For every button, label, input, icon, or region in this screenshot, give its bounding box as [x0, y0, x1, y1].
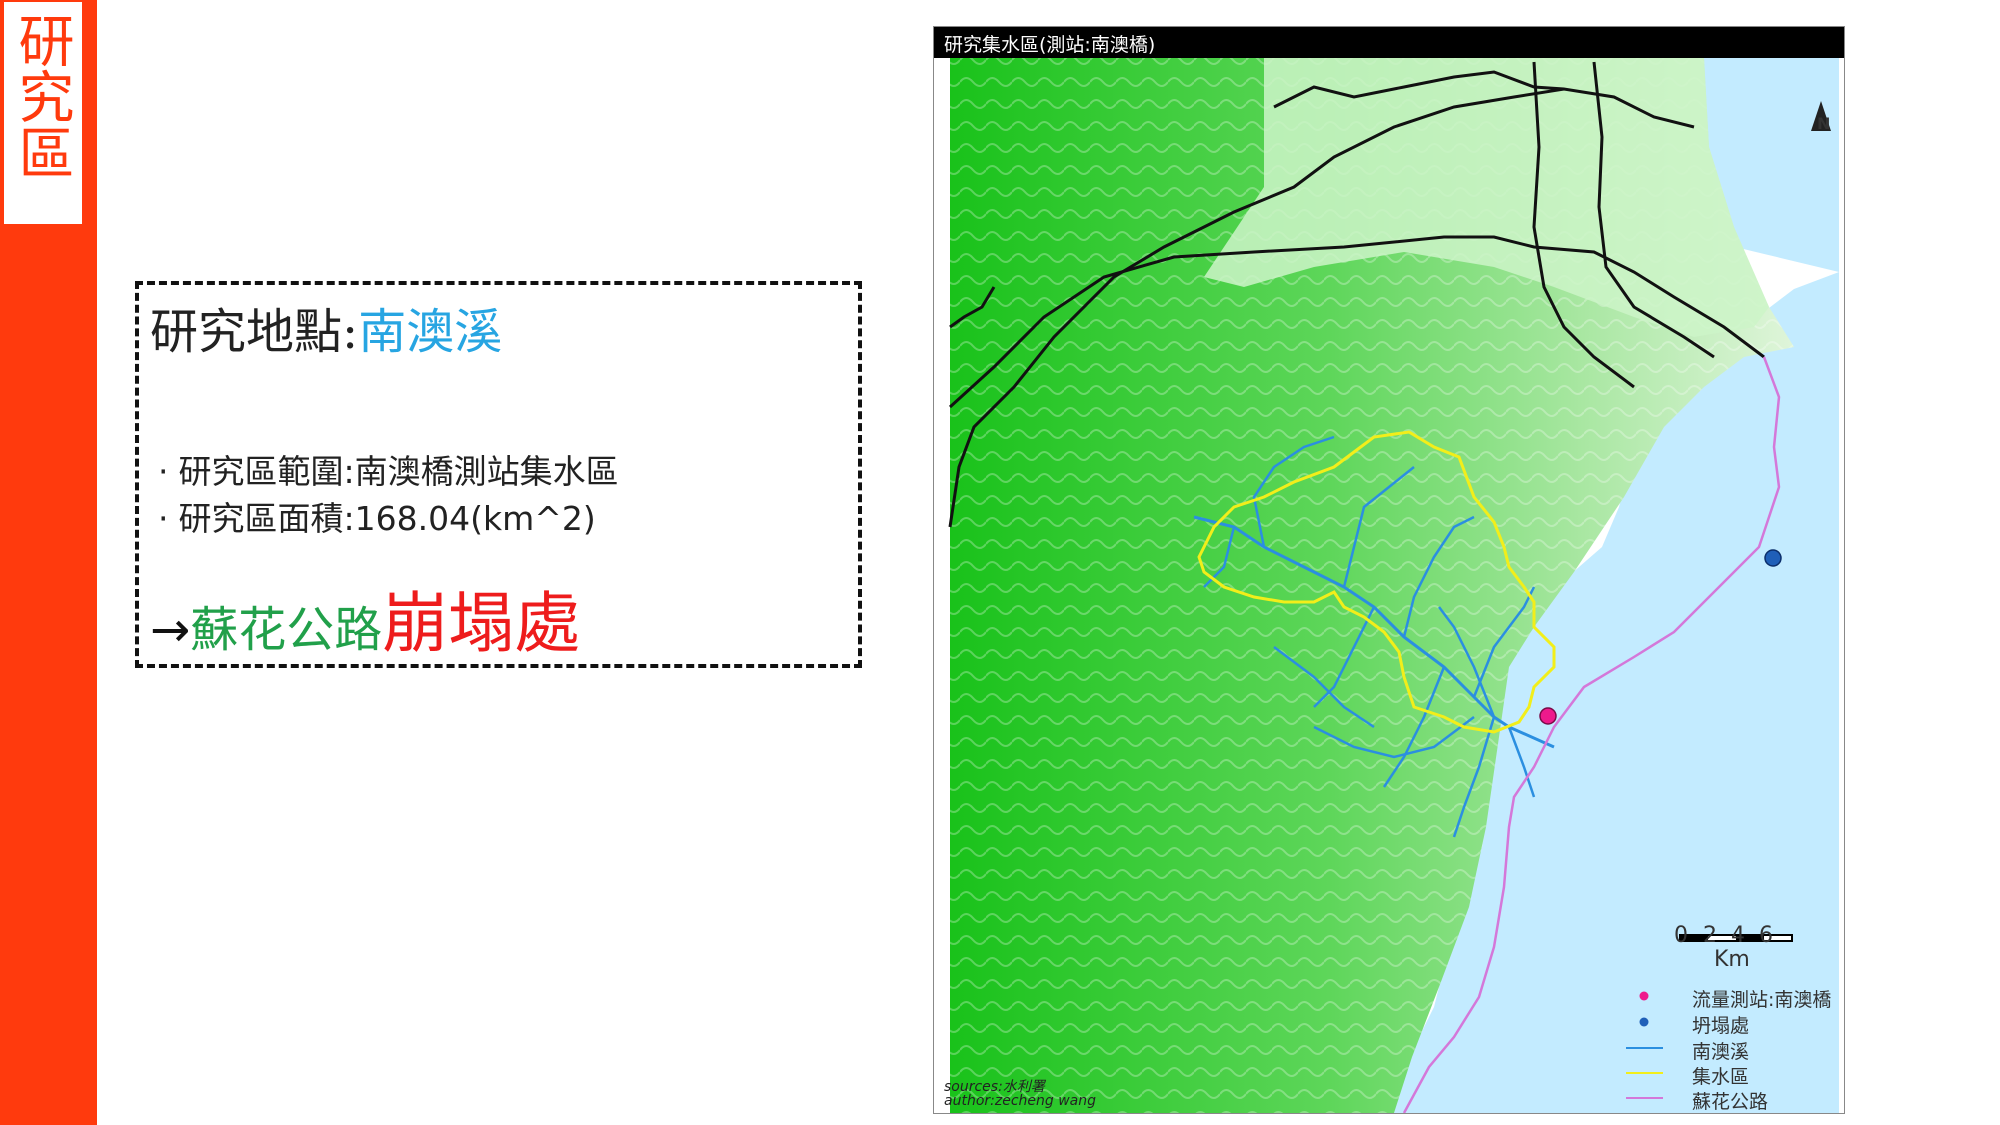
river-network — [1193, 435, 1555, 838]
bullet-area-text: 研究區面積:168.04(km^2) — [178, 499, 596, 538]
scale-tick-0: 0 — [1674, 923, 1688, 948]
map-title-bar: 研究集水區(測站:南澳橋) — [934, 27, 1844, 58]
map-graphic — [948, 58, 1840, 1113]
collapse-label: 崩塌處 — [382, 585, 581, 662]
info-frame — [135, 281, 862, 668]
scale-tick-6: 6 — [1759, 923, 1773, 948]
north-arrow-icon — [1811, 101, 1831, 131]
legend-highway: 蘇花公路 — [1692, 1091, 1769, 1113]
legend-collapse-site: 坍塌處 — [1692, 1015, 1750, 1037]
catchment-boundary — [1197, 430, 1556, 734]
study-area-map: 研究集水區(測站:南澳橋) N 0 2 4 6 Km 流量測站:南澳橋 坍塌處 … — [933, 26, 1845, 1114]
gauge-station-marker — [1539, 707, 1557, 725]
bullet-area: · 研究區面積:168.04(km^2) — [158, 492, 596, 540]
sidebar-bar: 研究區 — [0, 0, 97, 1125]
collapse-callout: →蘇花公路崩塌處 — [150, 584, 580, 681]
legend-catchment: 集水區 — [1692, 1066, 1750, 1088]
bullet-extent: · 研究區範圍:南澳橋測站集水區 — [158, 445, 619, 493]
road-network — [948, 61, 1765, 528]
terrain-ridges — [950, 58, 1794, 1113]
bullet-extent-text: 研究區範圍:南澳橋測站集水區 — [178, 452, 619, 491]
suhua-highway-line — [1402, 356, 1781, 1113]
legend-symbols — [1626, 991, 1663, 1099]
map-title: 研究集水區(測站:南澳橋) — [944, 34, 1156, 56]
bullet-mark: · — [158, 499, 169, 538]
legend-gauge-station: 流量測站:南澳橋 — [1692, 989, 1832, 1011]
legend-river: 南澳溪 — [1692, 1041, 1750, 1063]
study-site-prefix: 研究地點: — [150, 304, 359, 360]
study-site-name: 南澳溪 — [358, 304, 503, 360]
scale-bar — [1679, 934, 1793, 942]
road-label: 蘇花公路 — [190, 602, 383, 658]
arrow-icon: → — [150, 602, 191, 658]
bullet-mark: · — [158, 452, 169, 491]
north-label: N — [1817, 114, 1831, 133]
scale-tick-2: 2 — [1703, 923, 1717, 948]
scale-tick-4: 4 — [1731, 923, 1745, 948]
map-source-credit: sources:水利署 — [944, 1079, 1045, 1095]
sea-area — [950, 58, 1839, 1113]
sidebar-title-box: 研究區 — [4, 2, 82, 224]
collapse-site-marker — [1764, 549, 1782, 567]
sidebar-title: 研究區 — [9, 12, 74, 180]
scale-unit: Km — [1714, 947, 1750, 972]
map-author-credit: author:zecheng wang — [944, 1093, 1096, 1109]
study-site-heading: 研究地點:南澳溪 — [150, 292, 502, 362]
